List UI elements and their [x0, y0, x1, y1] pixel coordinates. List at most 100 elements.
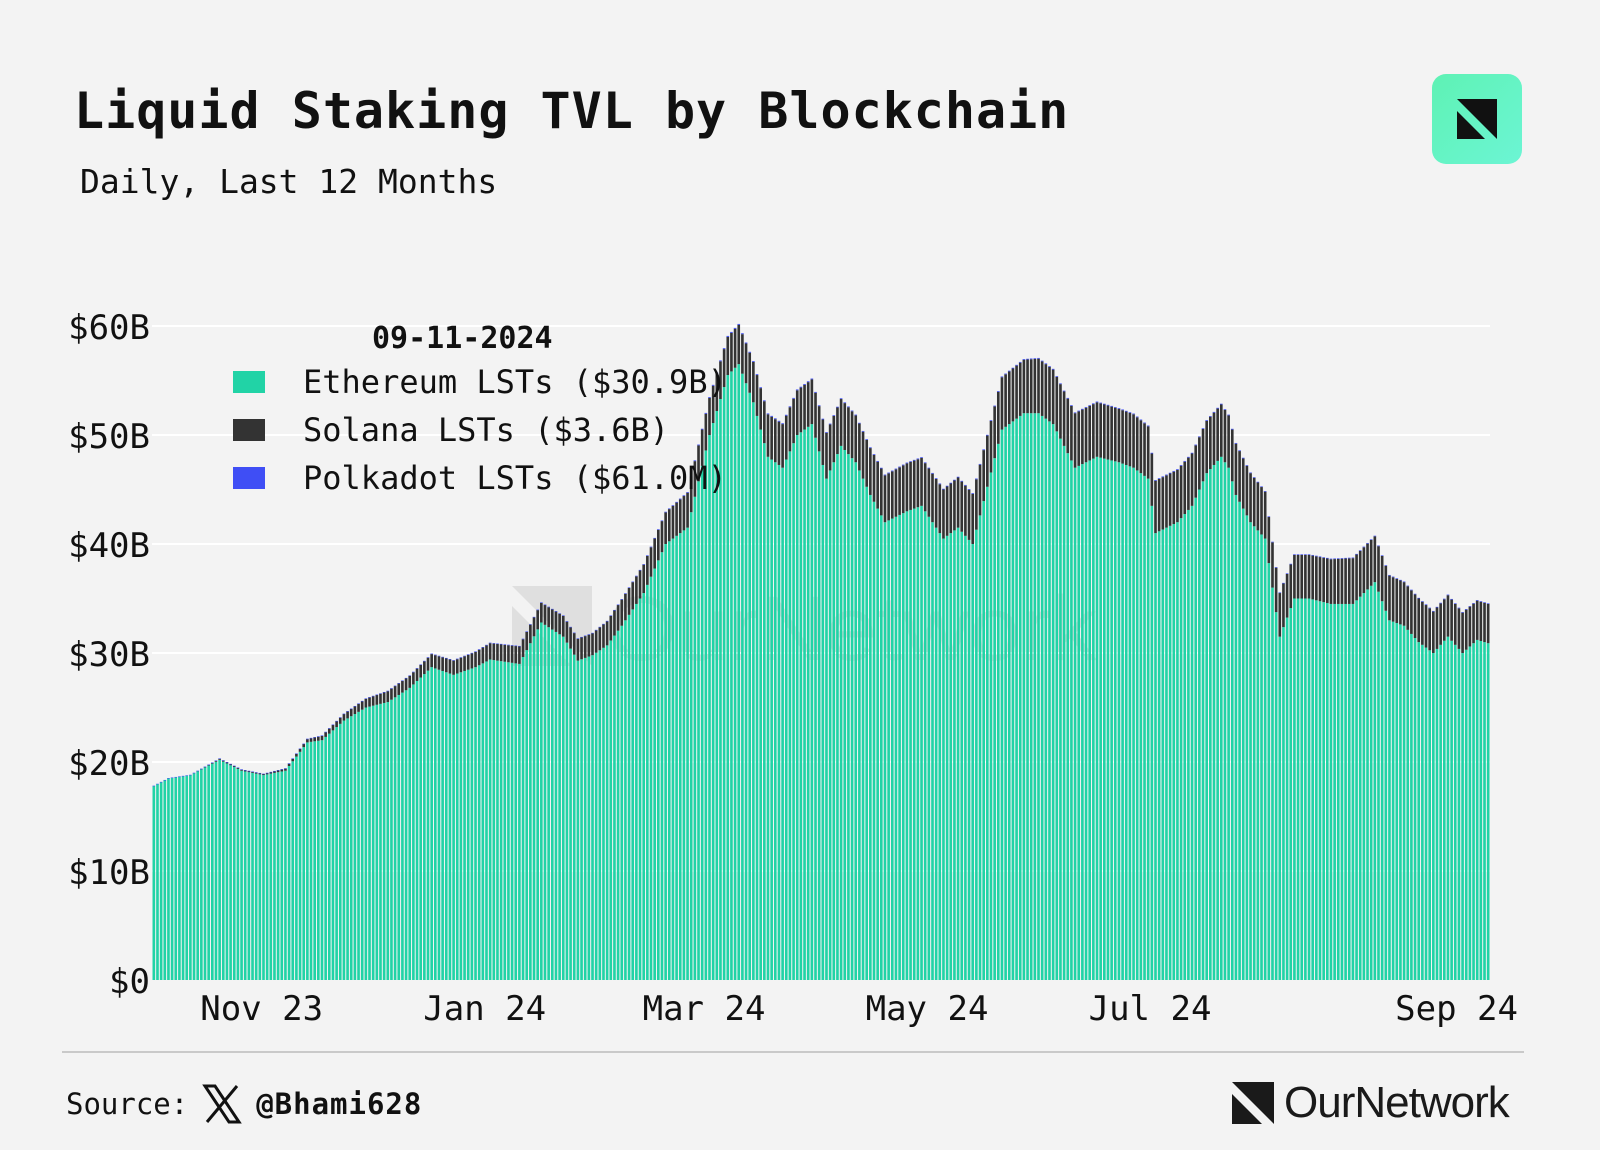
- bar-solana: [313, 737, 316, 742]
- bar-polkadot: [1051, 368, 1055, 370]
- bar-polkadot: [569, 626, 572, 628]
- x-tick-label: Nov 23: [200, 989, 323, 1029]
- bar-polkadot: [741, 333, 744, 335]
- bar-polkadot: [1150, 452, 1154, 454]
- bar-ethereum: [1007, 424, 1011, 981]
- source-handle[interactable]: @Bhami628: [256, 1087, 423, 1121]
- bar-polkadot: [982, 449, 985, 451]
- bar-ethereum: [583, 657, 587, 980]
- bar-ethereum: [474, 667, 477, 980]
- bar-solana: [349, 708, 353, 717]
- bar-solana: [982, 450, 985, 502]
- bar-ethereum: [477, 665, 481, 980]
- bar-solana: [1146, 426, 1150, 479]
- bar-polkadot: [660, 520, 664, 522]
- bar-ethereum: [393, 697, 397, 980]
- bar-ethereum: [1179, 518, 1183, 980]
- bar-ethereum: [371, 705, 375, 980]
- bar-solana: [1015, 365, 1018, 419]
- bar-polkadot: [993, 405, 996, 407]
- bar-polkadot: [397, 683, 401, 684]
- bar-ethereum: [1472, 643, 1475, 980]
- bar-ethereum: [324, 736, 327, 980]
- bar-polkadot: [1252, 477, 1256, 478]
- bar-ethereum: [1029, 413, 1033, 980]
- bar-ethereum: [1296, 598, 1300, 980]
- bar-solana: [909, 461, 912, 510]
- bar-polkadot: [1304, 554, 1307, 555]
- bar-ethereum: [488, 659, 492, 980]
- bar-polkadot: [602, 623, 605, 625]
- bar-solana: [1062, 391, 1066, 446]
- bar-ethereum: [423, 674, 426, 980]
- bar-polkadot: [638, 569, 642, 571]
- bar-polkadot: [667, 508, 671, 510]
- bar-ethereum: [986, 486, 989, 980]
- bar-ethereum: [1168, 525, 1172, 980]
- bar-ethereum: [934, 527, 938, 980]
- x-logo-icon: [202, 1084, 243, 1124]
- bar-ethereum: [181, 776, 185, 980]
- bar-polkadot: [1355, 553, 1358, 555]
- bar-polkadot: [221, 760, 225, 761]
- bar-ethereum: [1468, 646, 1472, 980]
- bar-ethereum: [1011, 421, 1015, 980]
- bar-polkadot: [170, 777, 174, 779]
- bar-polkadot: [792, 397, 795, 399]
- bar-ethereum: [313, 741, 316, 980]
- bar-ethereum: [890, 518, 894, 980]
- bar-polkadot: [1165, 474, 1168, 476]
- bar-ethereum: [1315, 600, 1318, 980]
- bar-ethereum: [1117, 462, 1121, 980]
- bar-polkadot: [967, 489, 971, 490]
- bar-polkadot: [1088, 405, 1092, 406]
- bar-solana: [1110, 406, 1113, 461]
- bar-solana: [609, 615, 613, 641]
- bar-ethereum: [1464, 649, 1468, 980]
- bar-ethereum: [273, 772, 276, 980]
- bar-polkadot: [174, 776, 178, 778]
- bar-ethereum: [335, 727, 338, 980]
- bar-polkadot: [1073, 412, 1077, 414]
- bar-solana: [240, 769, 243, 771]
- bar-ethereum: [580, 659, 583, 980]
- bar-solana: [265, 773, 269, 775]
- legend-label: Ethereum LSTs ($30.9B): [303, 363, 727, 401]
- bar-solana: [1402, 582, 1406, 626]
- bar-solana: [627, 587, 631, 615]
- bar-solana: [1084, 407, 1088, 463]
- bar-ethereum: [708, 435, 711, 980]
- bar-solana: [1304, 554, 1307, 599]
- bar-ethereum: [1322, 602, 1325, 980]
- bar-ethereum: [492, 660, 496, 980]
- bar-ethereum: [170, 777, 174, 980]
- bar-solana: [280, 769, 284, 772]
- bar-polkadot: [196, 770, 200, 772]
- bar-ethereum: [989, 472, 993, 980]
- bar-ethereum: [711, 423, 715, 980]
- bar-polkadot: [715, 372, 719, 374]
- bar-polkadot: [748, 351, 752, 353]
- x-tick-label: May 24: [866, 989, 989, 1029]
- bar-solana: [1033, 358, 1037, 414]
- bar-ethereum: [686, 527, 689, 980]
- bar-polkadot: [821, 418, 825, 420]
- bar-polkadot: [755, 374, 759, 376]
- bar-ethereum: [1304, 598, 1307, 980]
- bar-polkadot: [1143, 422, 1146, 424]
- bar-solana: [1209, 416, 1212, 470]
- bar-solana: [905, 463, 909, 512]
- bar-polkadot: [1081, 408, 1084, 410]
- bar-polkadot: [349, 708, 353, 710]
- bar-ethereum: [784, 459, 788, 980]
- bar-ethereum: [229, 765, 232, 980]
- bar-ethereum: [1347, 603, 1351, 980]
- bar-polkadot: [1113, 406, 1117, 408]
- bar-solana: [452, 660, 455, 675]
- bar-solana: [583, 636, 587, 658]
- bar-ethereum: [1417, 642, 1421, 980]
- bar-solana: [368, 697, 371, 707]
- bar-ethereum: [419, 677, 423, 980]
- bar-polkadot: [1333, 558, 1336, 560]
- bar-solana: [419, 664, 423, 678]
